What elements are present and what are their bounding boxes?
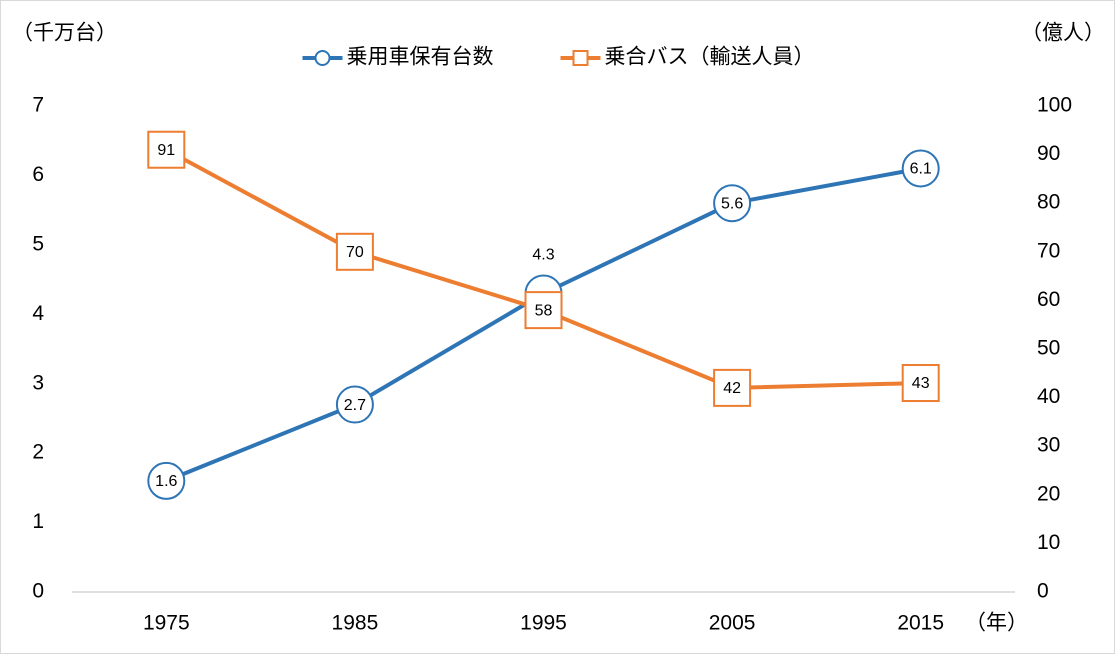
x-tick-label: 1985	[332, 612, 379, 635]
y2-tick-label: 10	[1037, 531, 1060, 554]
y2-tick-label: 60	[1037, 288, 1060, 311]
legend-marker	[314, 50, 331, 66]
data-label: 42	[723, 380, 741, 397]
y2-tick-label: 100	[1037, 94, 1072, 117]
data-label: 4.3	[532, 247, 554, 264]
y-tick-label: 0	[32, 580, 44, 603]
marker	[901, 149, 940, 188]
data-label: 70	[346, 244, 364, 261]
legend-label: 乗合バス（輸送人員）	[605, 46, 815, 69]
x-axis-label: （年）	[965, 612, 1028, 635]
y-tick-label: 4	[32, 302, 44, 325]
y-tick-label: 6	[32, 163, 44, 186]
x-tick-label: 2005	[709, 612, 756, 635]
y2-tick-label: 40	[1037, 385, 1060, 408]
y-tick-label: 1	[32, 510, 44, 533]
marker	[524, 291, 563, 330]
marker	[901, 364, 940, 403]
y-tick-label: 7	[32, 94, 44, 117]
marker	[335, 385, 374, 424]
y-tick-label: 3	[32, 371, 44, 394]
data-label: 58	[535, 302, 553, 319]
y-tick-label: 2	[32, 441, 44, 464]
y2-tick-label: 20	[1037, 482, 1060, 505]
marker	[335, 232, 374, 271]
y2-tick-label: 0	[1037, 580, 1049, 603]
marker	[147, 461, 186, 500]
data-label: 2.7	[344, 397, 366, 414]
data-label: 1.6	[155, 473, 177, 490]
y2-tick-label: 50	[1037, 337, 1060, 360]
data-label: 43	[912, 375, 930, 392]
y2-tick-label: 30	[1037, 434, 1060, 457]
data-label: 6.1	[910, 161, 932, 178]
x-tick-label: 1975	[143, 612, 190, 635]
y-tick-label: 5	[32, 232, 44, 255]
y2-tick-label: 90	[1037, 142, 1060, 165]
marker	[713, 368, 752, 407]
legend-label: 乗用車保有台数	[347, 46, 494, 69]
y2-tick-label: 80	[1037, 191, 1060, 214]
y2-tick-label: 70	[1037, 239, 1060, 262]
legend-marker	[572, 50, 589, 66]
x-tick-label: 2015	[897, 612, 944, 635]
data-label: 5.6	[721, 195, 743, 212]
y2-axis-label: （億人）	[1021, 22, 1105, 45]
data-label: 91	[157, 142, 175, 159]
y-axis-label: （千万台）	[12, 22, 117, 45]
marker	[147, 130, 186, 169]
x-tick-label: 1995	[520, 612, 567, 635]
marker	[713, 184, 752, 223]
